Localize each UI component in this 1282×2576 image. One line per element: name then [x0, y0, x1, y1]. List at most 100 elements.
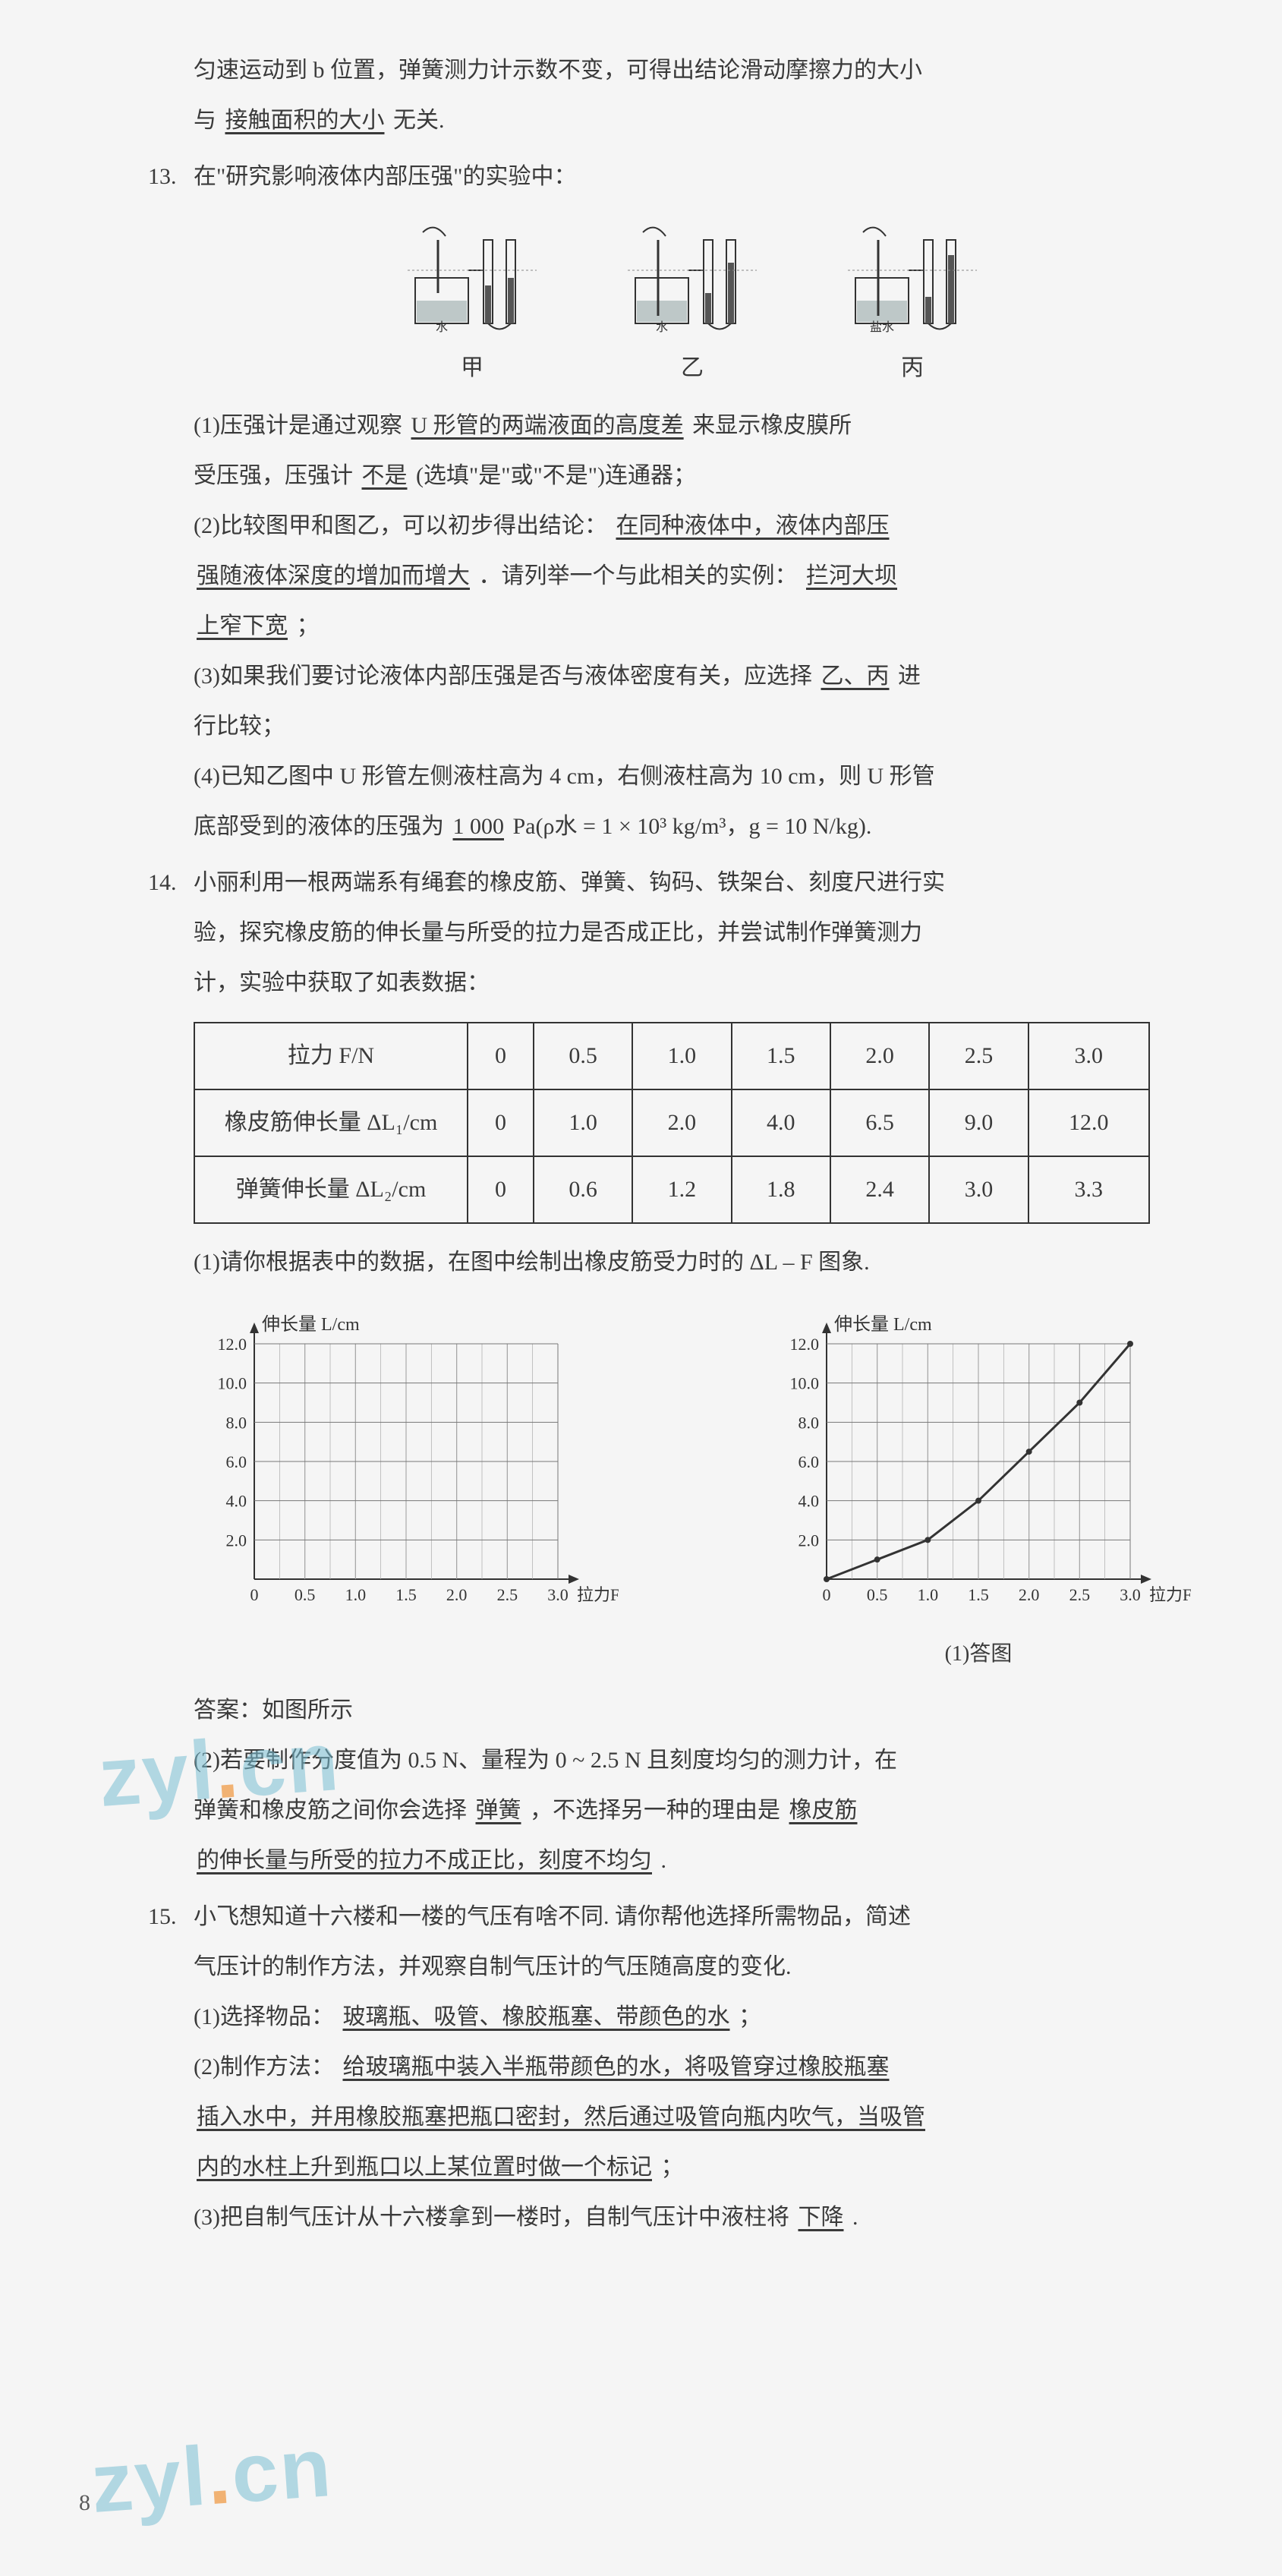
text: ；	[739, 2004, 761, 2029]
text: (3)如果我们要讨论液体内部压强是否与液体密度有关，应选择	[194, 664, 812, 689]
svg-text:4.0: 4.0	[226, 1492, 247, 1511]
q14-number: 14.	[148, 858, 177, 908]
blank-grid-chart: 伸长量 L/cm2.04.06.08.010.012.000.51.01.52.…	[194, 1306, 619, 1625]
answer-curve-chart: 伸长量 L/cm2.04.06.08.010.012.000.51.01.52.…	[766, 1306, 1191, 1625]
text: 受压强，压强计	[194, 463, 353, 488]
text: ，不选择另一种的理由是	[530, 1798, 780, 1823]
svg-text:2.0: 2.0	[446, 1585, 468, 1604]
svg-text:0.5: 0.5	[867, 1585, 888, 1604]
svg-text:2.5: 2.5	[497, 1585, 518, 1604]
q12-blank: 接触面积的大小	[222, 108, 388, 133]
text: 进	[898, 664, 921, 689]
q15: 15. 小飞想知道十六楼和一楼的气压有啥不同. 请你帮他选择所需物品，简述 气压…	[76, 1892, 1191, 2243]
cell: 2.4	[830, 1156, 929, 1223]
cell: 0	[468, 1156, 534, 1223]
q14-stem1: 小丽利用一根两端系有绳套的橡皮筋、弹簧、钩码、铁架台、刻度尺进行实	[194, 858, 1191, 908]
svg-text:拉力F/N: 拉力F/N	[577, 1585, 619, 1604]
svg-text:10.0: 10.0	[790, 1374, 820, 1393]
q15-p2b: 插入水中，并用橡胶瓶塞把瓶口密封，然后通过吸管向瓶内吹气，当吸管	[194, 2092, 1191, 2142]
q13-p3-blank: 乙、丙	[817, 664, 892, 689]
text: ；	[661, 2155, 684, 2180]
cell: 1.0	[534, 1089, 632, 1156]
svg-text:2.5: 2.5	[1069, 1585, 1091, 1604]
svg-text:3.0: 3.0	[1120, 1585, 1141, 1604]
svg-text:0: 0	[250, 1585, 259, 1604]
q12-tail: 匀速运动到 b 位置，弹簧测力计示数不变，可得出结论滑动摩擦力的大小 与 接触面…	[76, 46, 1191, 146]
cell: 1.8	[732, 1156, 830, 1223]
cell: 2.0	[632, 1089, 731, 1156]
q15-p2-blank2: 插入水中，并用橡胶瓶塞把瓶口密封，然后通过吸管向瓶内吹气，当吸管	[194, 2105, 928, 2130]
liquid-label: 水	[436, 320, 448, 334]
q13-p2b: 强随液体深度的增加而增大 ．请列举一个与此相关的实例： 拦河大坝	[194, 551, 1191, 601]
q14-p2-blank2: 橡皮筋	[786, 1798, 861, 1823]
cell: 1.2	[632, 1156, 731, 1223]
svg-text:12.0: 12.0	[218, 1335, 247, 1354]
text: (选填"是"或"不是")连通器；	[416, 463, 696, 488]
q13-p3b: 行比较；	[194, 702, 1191, 752]
svg-text:4.0: 4.0	[798, 1492, 820, 1511]
svg-text:8.0: 8.0	[226, 1413, 247, 1432]
svg-text:伸长量 L/cm: 伸长量 L/cm	[262, 1314, 360, 1335]
q13-diagrams: 水 甲 水	[194, 217, 1191, 393]
beaker-manometer-icon: 水	[408, 217, 537, 339]
cell: 2.5	[929, 1023, 1028, 1089]
table-row: 弹簧伸长量 ΔL₂/cm 0 0.6 1.2 1.8 2.4 3.0 3.3	[194, 1156, 1149, 1223]
q13-p2-blank2b: 上窄下宽	[194, 613, 291, 638]
label-bing: 丙	[901, 343, 924, 393]
q13-p2-blank1b: 强随液体深度的增加而增大	[194, 563, 473, 588]
svg-text:6.0: 6.0	[226, 1452, 247, 1471]
svg-text:0: 0	[823, 1585, 831, 1604]
svg-text:伸长量 L/cm: 伸长量 L/cm	[834, 1314, 932, 1335]
q14-p2c: 的伸长量与所受的拉力不成正比，刻度不均匀 .	[194, 1836, 1191, 1886]
q15-p2a: (2)制作方法： 给玻璃瓶中装入半瓶带颜色的水，将吸管穿过橡胶瓶塞	[194, 2042, 1191, 2092]
q13-p2: (2)比较图甲和图乙，可以初步得出结论： 在同种液体中，液体内部压	[194, 501, 1191, 551]
svg-text:2.0: 2.0	[1019, 1585, 1040, 1604]
svg-text:3.0: 3.0	[547, 1585, 569, 1604]
q12-l2-prefix: 与	[194, 108, 216, 133]
q13-p2c: 上窄下宽 ；	[194, 601, 1191, 651]
q15-p3: (3)把自制气压计从十六楼拿到一楼时，自制气压计中液柱将 下降 .	[194, 2193, 1191, 2243]
q12-line1: 匀速运动到 b 位置，弹簧测力计示数不变，可得出结论滑动摩擦力的大小	[194, 46, 1191, 96]
svg-text:1.0: 1.0	[918, 1585, 939, 1604]
svg-text:1.0: 1.0	[345, 1585, 367, 1604]
cell: 2.0	[830, 1023, 929, 1089]
cell: 3.3	[1028, 1156, 1149, 1223]
q13-p1-blank1: U 形管的两端液面的高度差	[408, 413, 686, 438]
svg-text:2.0: 2.0	[798, 1531, 820, 1550]
q13-p1b: 受压强，压强计 不是 (选填"是"或"不是")连通器；	[194, 451, 1191, 501]
svg-text:1.5: 1.5	[395, 1585, 417, 1604]
q14-p2-blank2b: 的伸长量与所受的拉力不成正比，刻度不均匀	[194, 1848, 655, 1873]
label-jia: 甲	[461, 343, 484, 393]
answer-caption: (1)答图	[945, 1631, 1013, 1678]
cell: 9.0	[929, 1089, 1028, 1156]
q13-p4a: (4)已知乙图中 U 形管左侧液柱高为 4 cm，右侧液柱高为 10 cm，则 …	[194, 752, 1191, 802]
cell: 橡皮筋伸长量 ΔL₁/cm	[194, 1089, 468, 1156]
q13-p4b: 底部受到的液体的压强为 1 000 Pa(ρ水 = 1 × 10³ kg/m³，…	[194, 802, 1191, 852]
cell: 弹簧伸长量 ΔL₂/cm	[194, 1156, 468, 1223]
beaker-manometer-icon: 盐水	[848, 217, 977, 339]
text: (1)压强计是通过观察	[194, 413, 402, 438]
text: .	[852, 2205, 858, 2230]
q13-p1: (1)压强计是通过观察 U 形管的两端液面的高度差 来显示橡皮膜所	[194, 401, 1191, 451]
svg-text:8.0: 8.0	[798, 1413, 820, 1432]
q13-p4-blank: 1 000	[450, 814, 508, 839]
q15-p1: (1)选择物品： 玻璃瓶、吸管、橡胶瓶塞、带颜色的水 ；	[194, 1992, 1191, 2042]
cell: 3.0	[1028, 1023, 1149, 1089]
q15-p3-blank: 下降	[795, 2205, 846, 2230]
q14: 14. 小丽利用一根两端系有绳套的橡皮筋、弹簧、钩码、铁架台、刻度尺进行实 验，…	[76, 858, 1191, 1886]
q14-stem2: 验，探究橡皮筋的伸长量与所受的拉力是否成正比，并尝试制作弹簧测力	[194, 908, 1191, 958]
diagram-yi: 水 乙	[628, 217, 757, 393]
q12-l2-suffix: 无关.	[393, 108, 445, 133]
svg-text:10.0: 10.0	[218, 1374, 247, 1393]
diagram-bing: 盐水 丙	[848, 217, 977, 393]
text: Pa(ρ水 = 1 × 10³ kg/m³，g = 10 N/kg).	[513, 814, 872, 839]
q15-stem2: 气压计的制作方法，并观察自制气压计的气压随高度的变化.	[194, 1942, 1191, 1992]
cell: 拉力 F/N	[194, 1023, 468, 1089]
table-row: 拉力 F/N 0 0.5 1.0 1.5 2.0 2.5 3.0	[194, 1023, 1149, 1089]
text: (1)选择物品：	[194, 2004, 334, 2029]
liquid-label: 水	[656, 320, 668, 334]
cell: 0	[468, 1023, 534, 1089]
q14-p2b: 弹簧和橡皮筋之间你会选择 弹簧 ，不选择另一种的理由是 橡皮筋	[194, 1786, 1191, 1836]
cell: 0.6	[534, 1156, 632, 1223]
cell: 1.0	[632, 1023, 731, 1089]
